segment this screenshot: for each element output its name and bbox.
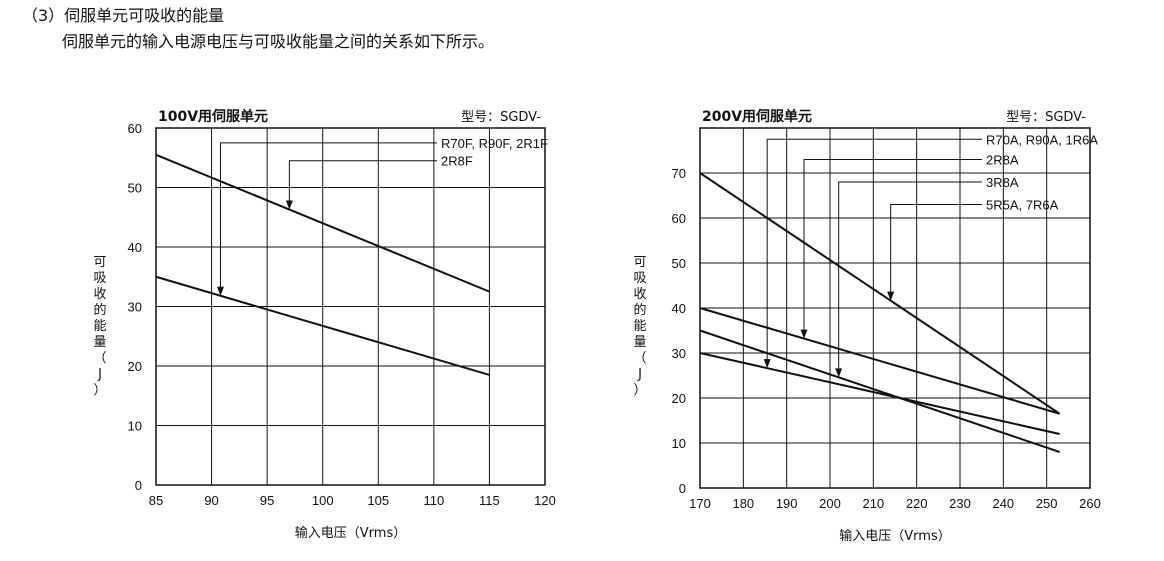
y-axis-label-char: 吸 [93, 271, 106, 286]
x-tick-label: 170 [689, 496, 711, 511]
x-axis-label: 输入电压（Vrms） [839, 528, 950, 544]
y-tick-label: 40 [672, 301, 686, 316]
y-axis-label-char: （ [93, 351, 106, 366]
y-tick-label: 60 [128, 121, 142, 136]
y-tick-label: 0 [135, 478, 142, 493]
x-tick-label: 190 [776, 496, 798, 511]
y-axis-label-char: （ [633, 351, 646, 366]
y-axis-label-char: ） [93, 383, 106, 398]
series-leader-5r5a-7r6a [890, 204, 982, 295]
x-tick-label: 120 [534, 493, 556, 508]
chart-title: 100V用伺服单元 [158, 108, 268, 125]
series-arrowhead-5r5a-7r6a [887, 291, 895, 301]
model-label: 型号：SGDV- [1006, 110, 1086, 125]
section-heading: （3）伺服单元可吸收的能量 [22, 6, 225, 25]
series-leader-r70a-r90a-1r6a [766, 138, 982, 363]
y-tick-label: 30 [128, 300, 142, 315]
x-tick-label: 230 [949, 496, 971, 511]
x-tick-label: 110 [423, 493, 444, 508]
x-tick-label: 250 [1036, 496, 1058, 511]
series-line-r70a-r90a-1r6a [699, 352, 1060, 435]
y-tick-label: 40 [128, 240, 142, 255]
x-tick-label: 240 [992, 496, 1014, 511]
series-leader-r70f-r90f-2r1f [219, 142, 437, 290]
series-line-2r8a [699, 307, 1060, 415]
x-tick-label: 100 [312, 493, 334, 508]
y-axis-label-char: J [637, 367, 642, 382]
x-tick-label: 210 [862, 496, 884, 511]
y-axis-label-char: J [97, 367, 102, 382]
y-axis-label-char: 可 [633, 255, 646, 270]
series-line-2r8f [155, 153, 490, 293]
y-tick-label: 20 [128, 359, 142, 374]
y-axis-label-char: 能 [93, 319, 106, 334]
y-axis-label-char: 收 [633, 287, 646, 302]
y-tick-label: 0 [679, 481, 686, 496]
series-line-3r8a [699, 329, 1060, 453]
y-axis-label-char: 可 [93, 255, 106, 270]
x-tick-label: 105 [367, 493, 389, 508]
y-tick-label: 70 [672, 166, 686, 181]
x-tick-label: 200 [819, 496, 841, 511]
series-label-r70f-r90f-2r1f: R70F, R90F, 2R1F [441, 136, 548, 151]
y-axis-label-char: 的 [93, 302, 106, 318]
series-arrowhead-3r8a [835, 368, 843, 378]
series-line-5r5a-7r6a [699, 172, 1061, 415]
series-leader-2r8a [803, 159, 982, 333]
y-axis-label-char: 量 [93, 335, 106, 350]
series-line-r70f-r90f-2r1f [155, 275, 490, 376]
series-arrowhead-2r8f [285, 200, 293, 210]
y-axis-label-char: ） [633, 383, 646, 398]
y-tick-label: 10 [128, 419, 142, 434]
series-label-2r8a: 2R8A [986, 153, 1019, 168]
y-axis-label-char: 吸 [633, 271, 646, 286]
x-tick-label: 260 [1079, 496, 1101, 511]
x-tick-label: 220 [906, 496, 928, 511]
series-leader-2r8f [288, 160, 437, 204]
y-axis-label-char: 量 [633, 335, 646, 350]
y-tick-label: 10 [672, 436, 686, 451]
y-tick-label: 20 [672, 391, 686, 406]
x-tick-label: 180 [732, 496, 754, 511]
series-label-r70a-r90a-1r6a: R70A, R90A, 1R6A [986, 132, 1098, 147]
chart-title: 200V用伺服单元 [702, 108, 812, 125]
y-tick-label: 30 [672, 346, 686, 361]
series-label-3r8a: 3R8A [986, 175, 1019, 190]
y-axis-label-char: 的 [633, 302, 646, 318]
y-tick-label: 60 [672, 211, 686, 226]
x-tick-label: 115 [479, 493, 500, 508]
y-axis-label-char: 收 [93, 287, 106, 302]
plot-frame [155, 127, 546, 486]
series-label-5r5a-7r6a: 5R5A, 7R6A [986, 198, 1059, 213]
model-label: 型号：SGDV- [461, 110, 541, 125]
series-arrowhead-2r8a [800, 329, 808, 339]
y-tick-label: 50 [128, 181, 142, 196]
section-description: 伺服单元的输入电源电压与可吸收能量之间的关系如下所示。 [62, 32, 495, 51]
series-arrowhead-r70a-r90a-1r6a [763, 359, 771, 369]
y-tick-label: 50 [672, 256, 686, 271]
series-arrowhead-r70f-r90f-2r1f [216, 286, 224, 296]
x-axis-label: 输入电压（Vrms） [295, 525, 406, 541]
series-label-2r8f: 2R8F [441, 154, 473, 169]
x-tick-label: 85 [149, 493, 163, 508]
x-tick-label: 90 [204, 493, 218, 508]
series-leader-3r8a [838, 181, 982, 372]
x-tick-label: 95 [260, 493, 274, 508]
y-axis-label-char: 能 [633, 319, 646, 334]
